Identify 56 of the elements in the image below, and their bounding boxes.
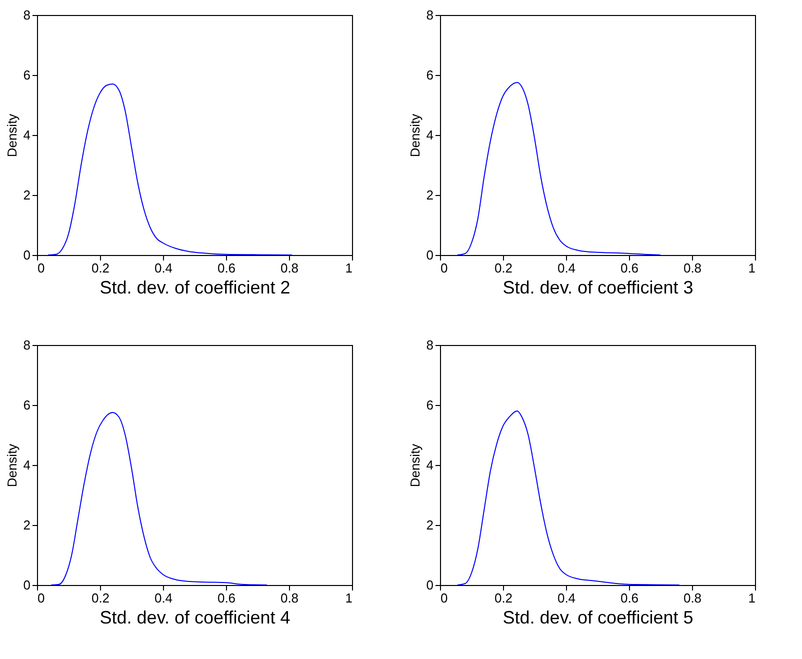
y-tick-label: 0: [23, 248, 30, 262]
x-tick-label: 0.8: [683, 590, 702, 606]
x-axis-title: Std. dev. of coefficient 2: [100, 278, 290, 298]
y-axis-title: Density: [4, 113, 20, 158]
y-tick-label: 8: [23, 338, 30, 352]
x-axis-title: Std. dev. of coefficient 5: [502, 608, 694, 628]
y-tick-label: 8: [426, 338, 434, 352]
line-series: [50, 412, 268, 586]
x-tick-label: 1: [345, 260, 352, 276]
y-tick-label: 0: [23, 578, 30, 592]
x-tick-label: 0.2: [494, 590, 513, 606]
x-tick-label: 0.2: [91, 590, 110, 606]
y-tick-label: 4: [426, 128, 434, 142]
x-tick-label: 0.8: [683, 260, 702, 276]
y-axis-title: Density: [407, 443, 422, 488]
x-tick-label: 1: [345, 590, 352, 606]
y-tick-label: 0: [426, 248, 434, 262]
x-tick-label: 0: [38, 260, 45, 276]
y-tick-label: 4: [426, 458, 434, 472]
x-tick-label: 0.6: [620, 260, 639, 276]
x-tick-label: 1: [748, 590, 756, 606]
x-tick-label: 0.6: [620, 590, 639, 606]
y-tick-label: 4: [23, 128, 30, 142]
y-tick-label: 6: [426, 68, 434, 82]
line-series: [48, 84, 293, 256]
y-tick-label: 8: [426, 8, 434, 22]
y-tick-label: 2: [23, 188, 30, 202]
y-tick-label: 0: [426, 578, 434, 592]
x-tick-label: 0: [440, 260, 448, 276]
y-tick-label: 2: [426, 518, 434, 532]
line-series: [456, 410, 680, 586]
y-tick-label: 6: [426, 398, 434, 412]
x-tick-label: 1: [748, 260, 756, 276]
x-tick-label: 0.4: [154, 260, 173, 276]
x-tick-label: 0.8: [280, 590, 299, 606]
x-tick-label: 0.6: [217, 590, 236, 606]
x-tick-label: 0.4: [557, 260, 576, 276]
y-tick-label: 8: [23, 8, 30, 22]
y-tick-label: 6: [23, 398, 30, 412]
x-axis-title: Std. dev. of coefficient 4: [100, 608, 290, 628]
x-tick-label: 0.6: [217, 260, 236, 276]
line-series: [456, 82, 661, 256]
x-tick-label: 0.4: [557, 590, 576, 606]
x-axis-title: Std. dev. of coefficient 3: [502, 278, 694, 298]
y-axis-title: Density: [4, 443, 20, 488]
x-tick-label: 0: [440, 590, 448, 606]
y-tick-label: 6: [23, 68, 30, 82]
x-tick-label: 0.8: [280, 260, 299, 276]
x-tick-label: 0: [38, 590, 45, 606]
y-tick-label: 2: [23, 518, 30, 532]
x-tick-label: 0.2: [91, 260, 110, 276]
y-tick-label: 4: [23, 458, 30, 472]
y-axis-title: Density: [407, 113, 422, 158]
x-tick-label: 0.4: [154, 590, 173, 606]
x-tick-label: 0.2: [494, 260, 513, 276]
y-tick-label: 2: [426, 188, 434, 202]
